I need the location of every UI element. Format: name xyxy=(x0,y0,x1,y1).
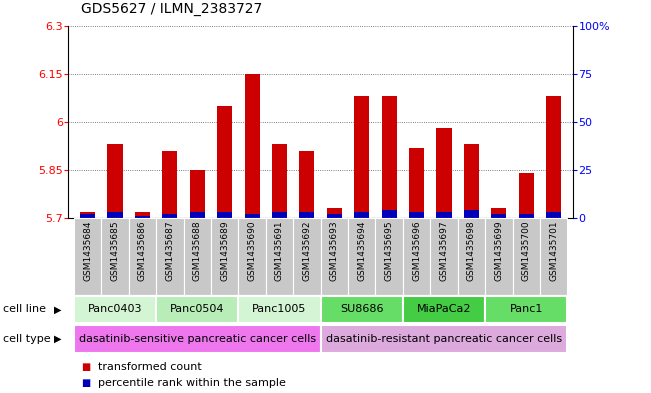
Bar xyxy=(430,218,458,295)
Bar xyxy=(217,212,232,218)
Bar xyxy=(80,212,95,218)
Text: GSM1435696: GSM1435696 xyxy=(412,220,421,281)
Bar xyxy=(266,218,293,295)
Bar xyxy=(135,212,150,218)
Text: GSM1435691: GSM1435691 xyxy=(275,220,284,281)
Bar xyxy=(74,325,321,353)
Bar xyxy=(102,218,129,295)
Bar xyxy=(299,212,314,218)
Text: GSM1435693: GSM1435693 xyxy=(330,220,339,281)
Bar xyxy=(492,214,506,218)
Bar xyxy=(512,218,540,295)
Text: Panc1005: Panc1005 xyxy=(253,305,307,314)
Bar xyxy=(464,210,479,218)
Bar xyxy=(162,151,177,218)
Text: Panc0403: Panc0403 xyxy=(88,305,142,314)
Bar xyxy=(74,296,156,323)
Text: GSM1435687: GSM1435687 xyxy=(165,220,174,281)
Bar xyxy=(409,212,424,218)
Text: GSM1435698: GSM1435698 xyxy=(467,220,476,281)
Bar xyxy=(485,218,512,295)
Bar xyxy=(245,214,260,218)
Bar xyxy=(299,151,314,218)
Text: cell line: cell line xyxy=(3,305,46,314)
Bar xyxy=(354,96,369,218)
Bar xyxy=(321,218,348,295)
Bar xyxy=(107,144,122,218)
Text: ■: ■ xyxy=(81,362,90,373)
Text: Panc1: Panc1 xyxy=(510,305,543,314)
Bar xyxy=(409,147,424,218)
Text: ▶: ▶ xyxy=(53,334,61,344)
Bar xyxy=(327,208,342,218)
Text: transformed count: transformed count xyxy=(98,362,201,373)
Text: GSM1435688: GSM1435688 xyxy=(193,220,202,281)
Bar xyxy=(546,212,561,218)
Text: GSM1435692: GSM1435692 xyxy=(303,220,311,281)
Bar xyxy=(293,218,321,295)
Text: dasatinib-resistant pancreatic cancer cells: dasatinib-resistant pancreatic cancer ce… xyxy=(326,334,562,344)
Text: GSM1435701: GSM1435701 xyxy=(549,220,558,281)
Bar xyxy=(436,212,452,218)
Bar xyxy=(245,73,260,218)
Bar xyxy=(403,296,485,323)
Bar xyxy=(80,214,95,218)
Text: ▶: ▶ xyxy=(53,305,61,314)
Bar xyxy=(485,296,568,323)
Text: GSM1435690: GSM1435690 xyxy=(247,220,256,281)
Bar xyxy=(107,212,122,218)
Bar xyxy=(238,218,266,295)
Bar xyxy=(540,218,568,295)
Bar xyxy=(321,325,568,353)
Bar xyxy=(184,218,211,295)
Text: GSM1435689: GSM1435689 xyxy=(220,220,229,281)
Text: GSM1435700: GSM1435700 xyxy=(521,220,531,281)
Bar xyxy=(162,214,177,218)
Bar xyxy=(464,144,479,218)
Text: cell type: cell type xyxy=(3,334,51,344)
Bar xyxy=(546,96,561,218)
Bar xyxy=(519,173,534,218)
Text: GSM1435699: GSM1435699 xyxy=(494,220,503,281)
Bar xyxy=(189,170,205,218)
Bar xyxy=(156,296,238,323)
Bar xyxy=(156,218,184,295)
Bar xyxy=(327,214,342,218)
Text: SU8686: SU8686 xyxy=(340,305,383,314)
Bar xyxy=(436,128,452,218)
Text: GDS5627 / ILMN_2383727: GDS5627 / ILMN_2383727 xyxy=(81,2,262,16)
Bar xyxy=(403,218,430,295)
Bar xyxy=(492,208,506,218)
Bar xyxy=(519,214,534,218)
Bar xyxy=(354,212,369,218)
Text: GSM1435685: GSM1435685 xyxy=(111,220,120,281)
Bar xyxy=(129,218,156,295)
Text: MiaPaCa2: MiaPaCa2 xyxy=(417,305,471,314)
Text: dasatinib-sensitive pancreatic cancer cells: dasatinib-sensitive pancreatic cancer ce… xyxy=(79,334,316,344)
Bar xyxy=(381,210,396,218)
Bar xyxy=(217,106,232,218)
Bar xyxy=(381,96,396,218)
Bar xyxy=(238,296,321,323)
Bar xyxy=(458,218,485,295)
Bar xyxy=(376,218,403,295)
Text: GSM1435694: GSM1435694 xyxy=(357,220,367,281)
Bar xyxy=(272,144,287,218)
Bar xyxy=(135,216,150,218)
Text: GSM1435695: GSM1435695 xyxy=(385,220,394,281)
Bar xyxy=(211,218,238,295)
Text: GSM1435697: GSM1435697 xyxy=(439,220,449,281)
Bar xyxy=(189,212,205,218)
Bar xyxy=(348,218,376,295)
Text: Panc0504: Panc0504 xyxy=(170,305,225,314)
Text: GSM1435684: GSM1435684 xyxy=(83,220,92,281)
Text: GSM1435686: GSM1435686 xyxy=(138,220,147,281)
Text: ■: ■ xyxy=(81,378,90,388)
Bar xyxy=(321,296,403,323)
Bar xyxy=(272,212,287,218)
Bar xyxy=(74,218,102,295)
Text: percentile rank within the sample: percentile rank within the sample xyxy=(98,378,286,388)
